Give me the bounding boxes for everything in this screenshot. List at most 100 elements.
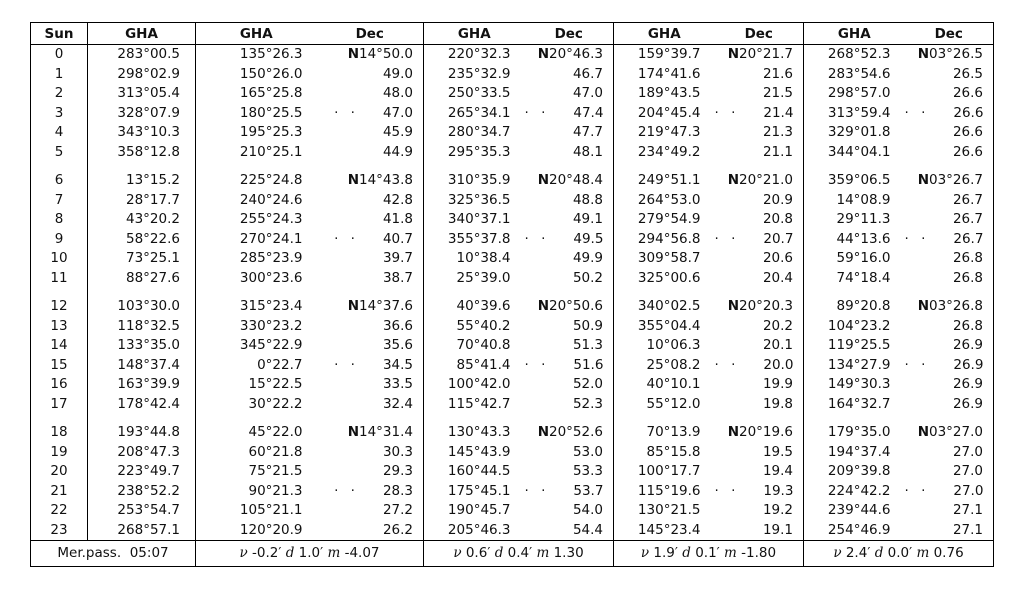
header-body1-gha: GHA xyxy=(195,22,317,45)
sun-gha-cell: 223°49.7 xyxy=(87,462,196,482)
body2-gha-cell: 310°35.9 xyxy=(423,162,525,191)
body4-gha-cell: 194°37.4 xyxy=(803,442,905,462)
body2-dec-cell: 53.0 xyxy=(572,443,603,460)
body3-dec-cell: 20.2 xyxy=(762,317,793,334)
body1-dec-cell: 42.8 xyxy=(382,191,413,208)
body4-dec-cell: · · 27.0 xyxy=(904,482,984,499)
body4-gha-cell: 59°16.0 xyxy=(803,249,905,269)
body3-dec-cell: N20°20.3 xyxy=(727,298,793,314)
body1-gha-cell: 225°24.8 xyxy=(195,162,317,191)
body2-gha-cell: 55°40.2 xyxy=(423,316,525,336)
nautical-almanac-table: Sun GHA GHA Dec GHA Dec GHA Dec GHA Dec … xyxy=(30,22,994,567)
body2-gha-cell: 265°34.1 xyxy=(423,103,525,123)
table-footer: Mer.pass. 05:07 ν -0.2′ d 1.0′ m -4.07 ν… xyxy=(30,540,994,567)
body2-dec-cell: 46.7 xyxy=(572,65,603,82)
hour-cell: 8 xyxy=(54,211,64,227)
body2-dec-cell: 47.7 xyxy=(572,124,603,140)
body4-dec-cell: N03°26.5 xyxy=(917,46,983,62)
sun-gha-cell: 298°02.9 xyxy=(87,64,196,84)
hour-cell: 7 xyxy=(54,191,64,208)
body2-gha-cell: 175°45.1 xyxy=(423,481,525,501)
body3-gha-cell: 309°58.7 xyxy=(613,249,715,269)
body2-dec-cell: N20°52.6 xyxy=(537,424,603,440)
body4-dec-cell: · · 26.7 xyxy=(904,230,984,247)
sun-gha-cell: 58°22.6 xyxy=(87,229,196,249)
sun-gha-cell: 73°25.1 xyxy=(87,249,196,269)
hour-row: 2 313°05.4 165°25.8 48.0 250°33.5 47.0 189°43.… xyxy=(31,84,994,104)
body1-dec-cell: 32.4 xyxy=(382,395,413,412)
table-header: Sun GHA GHA Dec GHA Dec GHA Dec GHA Dec xyxy=(30,22,994,45)
body4-dec-cell: 26.9 xyxy=(952,337,983,353)
body2-dec-cell: 52.3 xyxy=(572,395,603,412)
hour-row: 0 283°00.5 135°26.3 N14°50.0 220°32.3 N20°46.… xyxy=(31,44,994,65)
body2-gha-cell: 235°32.9 xyxy=(423,64,525,84)
hour-cell: 11 xyxy=(50,269,68,286)
hour-cell: 15 xyxy=(50,356,68,373)
hour-row: 18 193°44.8 45°22.0 N14°31.4 130°43.3 N20°52.… xyxy=(31,414,994,443)
body4-gha-cell: 254°46.9 xyxy=(803,520,905,541)
body2-dec-cell: 47.0 xyxy=(572,85,603,101)
header-row: Sun GHA GHA Dec GHA Dec GHA Dec GHA Dec xyxy=(30,22,994,45)
ditto-marks: · · xyxy=(714,104,740,121)
body1-dec-cell: 27.2 xyxy=(382,502,413,518)
body2-gha-cell: 100°42.0 xyxy=(423,375,525,395)
body1-gha-cell: 165°25.8 xyxy=(195,84,317,104)
body3-dec-cell: · · 20.0 xyxy=(714,356,794,373)
hour-cell: 12 xyxy=(50,298,68,314)
hour-row: 9 58°22.6 270°24.1 · · 40.7 355°37.8 · · 49.5 29… xyxy=(31,229,994,249)
body2-dec-cell: 49.1 xyxy=(572,211,603,227)
body1-gha-cell: 75°21.5 xyxy=(195,462,317,482)
body2-gha-cell: 340°37.1 xyxy=(423,210,525,230)
hour-row: 6 13°15.2 225°24.8 N14°43.8 310°35.9 N20°48.4… xyxy=(31,162,994,191)
body4-gha-cell: 224°42.2 xyxy=(803,481,905,501)
vdm-cell-body4: ν 2.4′ d 0.0′ m 0.76 xyxy=(803,540,994,567)
sun-gha-cell: 178°42.4 xyxy=(87,394,196,414)
body2-gha-cell: 25°39.0 xyxy=(423,268,525,288)
body1-dec-cell: N14°50.0 xyxy=(347,46,413,62)
body1-gha-cell: 240°24.6 xyxy=(195,190,317,210)
body3-gha-cell: 234°49.2 xyxy=(613,142,715,162)
body4-gha-cell: 298°57.0 xyxy=(803,84,905,104)
sun-gha-cell: 238°52.2 xyxy=(87,481,196,501)
body1-dec-cell: · · 34.5 xyxy=(334,356,413,373)
hour-row: 4 343°10.3 195°25.3 45.9 280°34.7 47.7 219°47.… xyxy=(31,123,994,143)
sun-gha-cell: 343°10.3 xyxy=(87,123,196,143)
body1-dec-cell: 29.3 xyxy=(382,463,413,479)
body3-dec-cell: 19.5 xyxy=(762,443,793,460)
body3-gha-cell: 279°54.9 xyxy=(613,210,715,230)
ditto-marks: · · xyxy=(334,230,359,247)
body1-gha-cell: 150°26.0 xyxy=(195,64,317,84)
footer-row: Mer.pass. 05:07 ν -0.2′ d 1.0′ m -4.07 ν… xyxy=(30,540,994,567)
body2-gha-cell: 250°33.5 xyxy=(423,84,525,104)
body3-dec-cell: 20.6 xyxy=(762,250,793,266)
ditto-marks: · · xyxy=(904,482,930,499)
body3-gha-cell: 294°56.8 xyxy=(613,229,715,249)
body3-dec-cell: 19.9 xyxy=(762,376,793,392)
body4-gha-cell: 164°32.7 xyxy=(803,394,905,414)
body2-dec-cell: · · 49.5 xyxy=(524,230,604,247)
hour-row: 14 133°35.0 345°22.9 35.6 70°40.8 51.3 10°06.3… xyxy=(31,336,994,356)
hour-cell: 0 xyxy=(54,46,64,62)
body3-dec-cell: 19.1 xyxy=(762,521,793,538)
body4-gha-cell: 149°30.3 xyxy=(803,375,905,395)
body1-dec-cell: 35.6 xyxy=(382,337,413,353)
body1-gha-cell: 90°21.3 xyxy=(195,481,317,501)
body3-dec-cell: 19.8 xyxy=(762,395,793,412)
body2-gha-cell: 115°42.7 xyxy=(423,394,525,414)
body1-dec-cell: 30.3 xyxy=(382,443,413,460)
ditto-marks: · · xyxy=(524,356,550,373)
body4-dec-cell: 26.5 xyxy=(952,65,983,82)
sun-gha-cell: 268°57.1 xyxy=(87,520,196,541)
header-body3-dec: Dec xyxy=(714,22,804,45)
body2-dec-cell: 48.1 xyxy=(572,143,603,160)
body3-dec-cell: 20.9 xyxy=(762,191,793,208)
body3-dec-cell: 20.8 xyxy=(762,211,793,227)
body3-dec-cell: 21.1 xyxy=(762,143,793,160)
body1-dec-cell: 44.9 xyxy=(382,143,413,160)
body4-dec-cell: N03°27.0 xyxy=(917,424,983,440)
body1-dec-cell: 33.5 xyxy=(382,376,413,392)
ditto-marks: · · xyxy=(904,356,930,373)
body3-dec-cell: · · 19.3 xyxy=(714,482,794,499)
body1-gha-cell: 120°20.9 xyxy=(195,520,317,541)
body4-dec-cell: 26.7 xyxy=(952,211,983,227)
